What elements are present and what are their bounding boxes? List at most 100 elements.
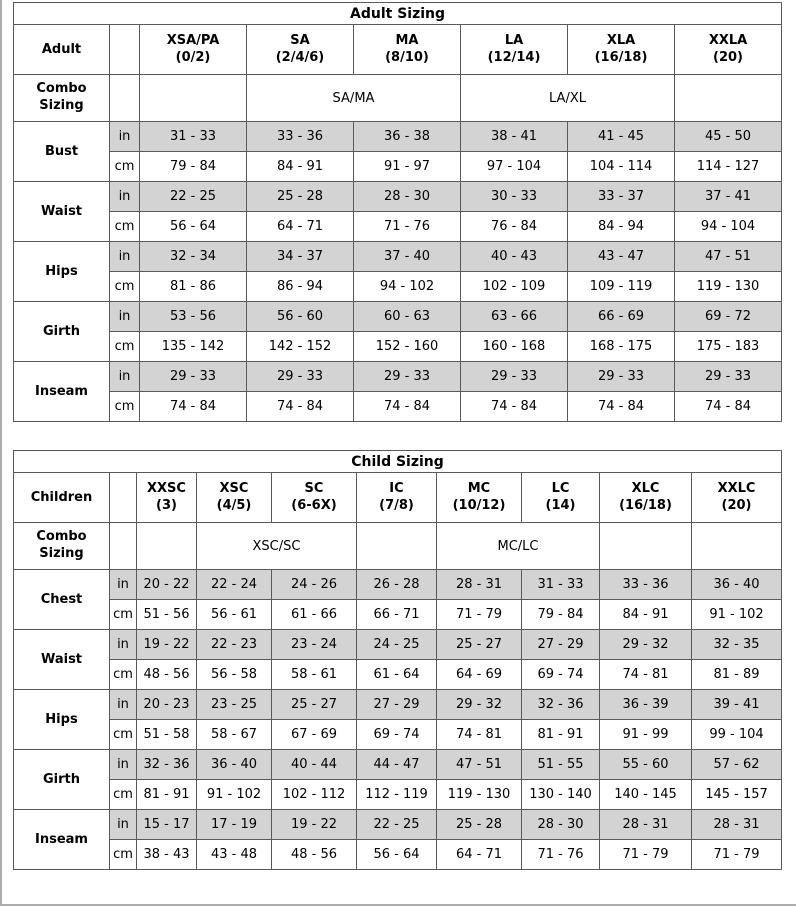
size-cell: 97 - 104 bbox=[460, 151, 568, 182]
unit-label: cm bbox=[109, 391, 140, 422]
table-row: Child Sizing bbox=[12, 450, 783, 473]
unit-label: in bbox=[109, 569, 137, 600]
size-code: XSC bbox=[219, 481, 249, 497]
size-cell: 94 - 102 bbox=[353, 271, 461, 302]
size-cell: 79 - 84 bbox=[521, 599, 600, 630]
size-cell: 17 - 19 bbox=[196, 809, 272, 840]
size-range: (16/18) bbox=[594, 49, 648, 65]
size-cell: 84 - 94 bbox=[567, 211, 675, 242]
size-cell: 160 - 168 bbox=[460, 331, 568, 362]
size-cell: 109 - 119 bbox=[567, 271, 675, 302]
size-cell: 81 - 91 bbox=[136, 779, 197, 810]
size-cell: 135 - 142 bbox=[139, 331, 247, 362]
size-cell: 29 - 33 bbox=[353, 361, 461, 392]
size-cell: 37 - 41 bbox=[673, 181, 783, 212]
size-cell: 32 - 36 bbox=[521, 689, 600, 720]
size-cell: 74 - 84 bbox=[567, 391, 675, 422]
column-header-xsa-pa: XSA/PA (0/2) bbox=[139, 24, 247, 75]
child-table-title: Child Sizing bbox=[12, 450, 783, 473]
size-cell: 69 - 74 bbox=[356, 719, 437, 750]
size-cell: 74 - 84 bbox=[460, 391, 568, 422]
measurement-label-waist: Waist bbox=[13, 629, 110, 690]
size-cell: 51 - 56 bbox=[136, 599, 197, 630]
measurement-label-hips: Hips bbox=[13, 241, 110, 302]
table-row: cm 81 - 86 86 - 94 94 - 102 102 - 109 10… bbox=[14, 271, 783, 302]
size-cell: 15 - 17 bbox=[136, 809, 197, 840]
unit-label: in bbox=[109, 181, 140, 212]
size-cell: 60 - 63 bbox=[353, 301, 461, 332]
table-row: cm 74 - 84 74 - 84 74 - 84 74 - 84 74 - … bbox=[14, 391, 783, 422]
size-code: XLA bbox=[606, 33, 636, 49]
size-cell: 25 - 27 bbox=[436, 629, 522, 660]
size-code: SC bbox=[304, 481, 324, 497]
size-cell: 27 - 29 bbox=[356, 689, 437, 720]
blank-cell bbox=[673, 74, 783, 122]
size-cell: 69 - 72 bbox=[673, 301, 783, 332]
size-code: XXLA bbox=[708, 33, 748, 49]
size-cell: 30 - 33 bbox=[460, 181, 568, 212]
table-row: cm 38 - 43 43 - 48 48 - 56 56 - 64 64 - … bbox=[14, 839, 783, 870]
unit-label: cm bbox=[109, 839, 137, 870]
size-cell: 140 - 145 bbox=[599, 779, 692, 810]
size-cell: 63 - 66 bbox=[460, 301, 568, 332]
combo-sizing-label: Combo Sizing bbox=[36, 529, 87, 561]
size-cell: 64 - 69 bbox=[436, 659, 522, 690]
size-cell: 104 - 114 bbox=[567, 151, 675, 182]
size-cell: 67 - 69 bbox=[271, 719, 357, 750]
size-cell: 19 - 22 bbox=[136, 629, 197, 660]
size-cell: 91 - 102 bbox=[690, 599, 783, 630]
size-cell: 23 - 24 bbox=[271, 629, 357, 660]
size-code: IC bbox=[389, 481, 404, 497]
size-cell: 19 - 22 bbox=[271, 809, 357, 840]
size-code: LA bbox=[504, 33, 524, 49]
size-cell: 114 - 127 bbox=[673, 151, 783, 182]
table-row: Hips in 20 - 23 23 - 25 25 - 27 27 - 29 … bbox=[13, 689, 783, 750]
table-row: Hips in 32 - 34 34 - 37 37 - 40 40 - 43 … bbox=[13, 241, 783, 302]
size-cell: 22 - 25 bbox=[356, 809, 437, 840]
size-cell: 94 - 104 bbox=[673, 211, 783, 242]
size-cell: 33 - 37 bbox=[567, 181, 675, 212]
size-cell: 130 - 140 bbox=[521, 779, 600, 810]
size-cell: 91 - 97 bbox=[353, 151, 461, 182]
size-code: XLC bbox=[631, 481, 660, 497]
size-cell: 84 - 91 bbox=[599, 599, 692, 630]
size-cell: 29 - 33 bbox=[567, 361, 675, 392]
size-cell: 22 - 25 bbox=[139, 181, 247, 212]
size-cell: 43 - 48 bbox=[196, 839, 272, 870]
size-cell: 33 - 36 bbox=[599, 569, 692, 600]
column-header-la: LA (12/14) bbox=[460, 24, 568, 75]
size-cell: 29 - 33 bbox=[139, 361, 247, 392]
size-range: (2/4/6) bbox=[275, 49, 325, 65]
size-cell: 74 - 84 bbox=[139, 391, 247, 422]
size-range: (3) bbox=[156, 497, 177, 513]
size-cell: 71 - 76 bbox=[353, 211, 461, 242]
size-cell: 40 - 43 bbox=[460, 241, 568, 272]
blank-cell bbox=[109, 74, 140, 122]
size-cell: 28 - 31 bbox=[436, 569, 522, 600]
size-cell: 43 - 47 bbox=[567, 241, 675, 272]
size-cell: 36 - 38 bbox=[353, 121, 461, 152]
size-range: (12/14) bbox=[487, 49, 541, 65]
blank-cell bbox=[690, 522, 783, 570]
size-cell: 47 - 51 bbox=[436, 749, 522, 780]
column-header-sa: SA (2/4/6) bbox=[246, 24, 354, 75]
table-row: cm 135 - 142 142 - 152 152 - 160 160 - 1… bbox=[14, 331, 783, 362]
size-cell: 74 - 84 bbox=[353, 391, 461, 422]
measurement-label-girth: Girth bbox=[13, 749, 110, 810]
size-cell: 53 - 56 bbox=[139, 301, 247, 332]
column-header-xxla: XXLA (20) bbox=[673, 24, 783, 75]
unit-label: in bbox=[109, 749, 137, 780]
table-row: Chest in 20 - 22 22 - 24 24 - 26 26 - 28… bbox=[13, 569, 783, 630]
measurement-label-girth: Girth bbox=[13, 301, 110, 362]
table-row: Bust in 31 - 33 33 - 36 36 - 38 38 - 41 … bbox=[13, 121, 783, 182]
size-code: XXLC bbox=[717, 481, 756, 497]
table-row: cm 56 - 64 64 - 71 71 - 76 76 - 84 84 - … bbox=[14, 211, 783, 242]
blank-cell bbox=[109, 472, 137, 523]
measurement-label-waist: Waist bbox=[13, 181, 110, 242]
size-range: (8/10) bbox=[385, 49, 429, 65]
size-cell: 119 - 130 bbox=[673, 271, 783, 302]
size-cell: 102 - 109 bbox=[460, 271, 568, 302]
size-cell: 29 - 32 bbox=[599, 629, 692, 660]
size-cell: 23 - 25 bbox=[196, 689, 272, 720]
